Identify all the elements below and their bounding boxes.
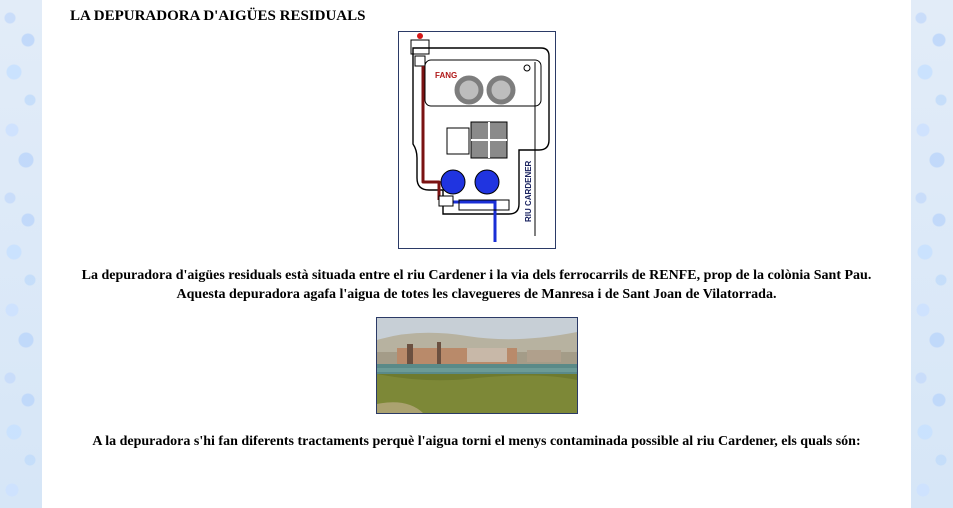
photo-container <box>70 317 883 419</box>
water-texture-left <box>0 0 42 508</box>
diagram-container: FANG RIU CARDENER <box>70 31 883 253</box>
page-title: LA DEPURADORA D'AIGÜES RESIDUALS <box>70 8 883 25</box>
intro-paragraph: La depuradora d'aigües residuals està si… <box>70 267 883 305</box>
svg-text:RIU CARDENER: RIU CARDENER <box>524 160 533 222</box>
plant-diagram-border: FANG RIU CARDENER <box>398 31 556 249</box>
svg-text:FANG: FANG <box>435 71 457 80</box>
document-content: LA DEPURADORA D'AIGÜES RESIDUALS FANG RIU… <box>42 0 911 508</box>
plant-diagram: FANG RIU CARDENER <box>399 32 555 248</box>
treatments-paragraph: A la depuradora s'hi fan diferents tract… <box>70 433 883 452</box>
plant-photo <box>377 318 577 413</box>
plant-photo-border <box>376 317 578 414</box>
water-texture-right <box>911 0 953 508</box>
